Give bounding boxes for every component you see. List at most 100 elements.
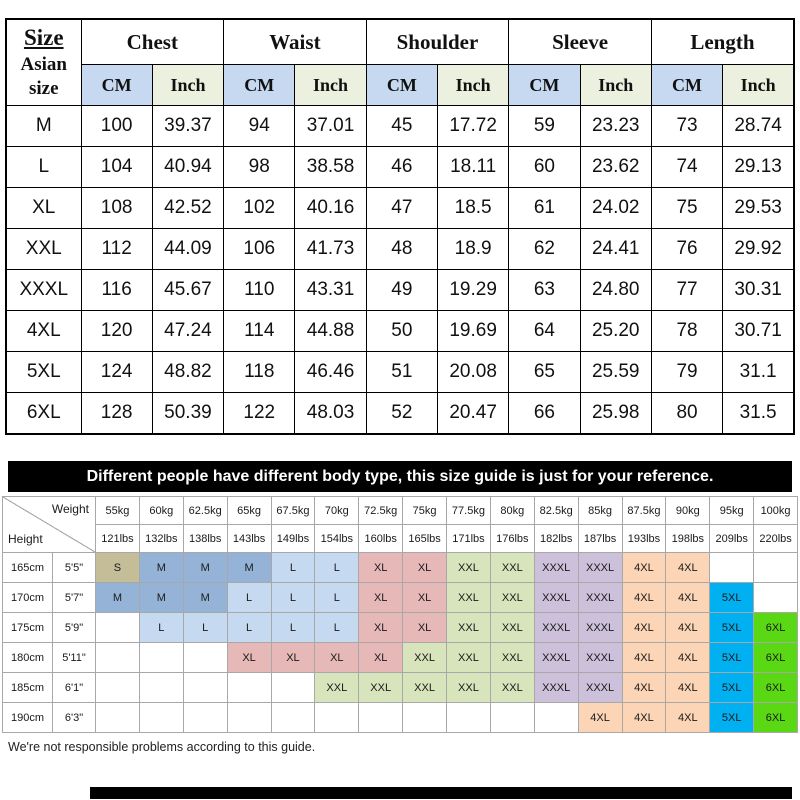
unit-header-inch: Inch [294,64,367,106]
weight-lbs-header: 193lbs [621,524,667,553]
fit-cell-empty [138,702,184,733]
size-value: 30.31 [722,269,795,311]
size-value: 76 [650,228,724,270]
fit-cell-empty [95,642,140,673]
weight-lbs-header: 154lbs [314,524,360,553]
responsibility-disclaimer: We're not responsible problems according… [8,740,316,754]
size-value: 40.94 [151,146,225,188]
size-value: 25.59 [579,351,652,393]
size-value: 18.5 [436,187,510,229]
fit-cell-4XL: 4XL [621,582,667,613]
size-table-unit-header-row: CM Inch CM Inch CM Inch CM Inch CM Inch [6,64,795,106]
size-label: XL [5,187,82,229]
weight-height-corner-cell: Weight Height [2,496,96,553]
size-value: 78 [650,310,724,352]
fit-cell-empty [489,702,535,733]
column-group-shoulder: Shoulder [365,18,510,65]
fit-cell-XXL: XXL [446,642,491,673]
fit-cell-L: L [270,552,316,583]
weight-kg-header: 60kg [138,496,184,525]
weight-kg-header: 70kg [314,496,360,525]
weight-kg-header-row: Weight Height 55kg 60kg 62.5kg 65kg 67.5kg 70… [2,496,798,553]
height-cm-label: 180cm [2,642,53,673]
column-group-waist: Waist [223,18,367,65]
size-value: 20.47 [436,392,510,435]
size-value: 52 [365,392,438,435]
fit-cell-L: L [270,612,316,643]
fit-cell-empty [95,612,140,643]
fit-cell-XXL: XXL [489,552,535,583]
weight-kg-header: 82.5kg [533,496,579,525]
fit-row-190cm: 190cm 6'3" 4XL 4XL 4XL 5XL 6XL [2,702,798,733]
size-value: 39.37 [151,105,225,147]
weight-kg-header: 65kg [226,496,272,525]
fit-cell-M: M [95,582,140,613]
fit-cell-L: L [314,612,360,643]
fit-row-170cm: 170cm 5'7" M M M L L L XL XL XXL XXL XXXL XXXL 4XL 4XL 5… [2,582,798,613]
size-value: 24.02 [579,187,652,229]
fit-cell-empty [138,672,184,703]
height-ft-label: 5'7" [52,582,96,613]
fit-cell-XXXL: XXXL [533,672,579,703]
fit-cell-L: L [226,612,272,643]
fit-cell-M: M [182,552,228,583]
size-value: 80 [650,392,724,435]
fit-cell-XXXL: XXXL [533,582,579,613]
fit-cell-empty [753,582,798,613]
fit-cell-L: L [226,582,272,613]
size-value: 47.24 [151,310,225,352]
unit-header-inch: Inch [436,64,510,106]
weight-lbs-header: 132lbs [138,524,184,553]
size-row-XL: XL 108 42.52 102 40.16 47 18.5 61 24.02 75 29.53 [5,187,795,229]
fit-cell-XL: XL [402,552,447,583]
size-value: 75 [650,187,724,229]
fit-cell-XXL: XXL [446,672,491,703]
fit-cell-XXL: XXL [489,612,535,643]
fit-cell-empty [95,702,140,733]
height-cm-label: 165cm [2,552,53,583]
fit-cell-M: M [226,552,272,583]
unit-header-cm: CM [223,64,296,106]
height-ft-label: 5'9" [52,612,96,643]
fit-cell-L: L [270,582,316,613]
size-value: 100 [80,105,153,147]
size-value: 128 [80,392,153,435]
fit-cell-empty [709,552,755,583]
fit-cell-5XL: 5XL [709,672,755,703]
fit-cell-XXXL: XXXL [577,612,623,643]
size-value: 48 [365,228,438,270]
size-value: 50.39 [151,392,225,435]
size-value: 42.52 [151,187,225,229]
fit-cell-4XL: 4XL [665,672,711,703]
size-value: 37.01 [294,105,367,147]
size-value: 63 [508,269,581,311]
fit-cell-XXL: XXL [358,672,404,703]
fit-cell-empty [402,702,447,733]
fit-cell-XXL: XXL [489,582,535,613]
size-value: 17.72 [436,105,510,147]
weight-kg-header: 90kg [665,496,711,525]
fit-cell-4XL: 4XL [665,552,711,583]
unit-header-inch: Inch [579,64,652,106]
size-value: 74 [650,146,724,188]
fit-cell-4XL: 4XL [665,582,711,613]
weight-lbs-header: 182lbs [533,524,579,553]
size-value: 23.62 [579,146,652,188]
fit-cell-5XL: 5XL [709,582,755,613]
size-value: 104 [80,146,153,188]
fit-cell-empty [182,642,228,673]
size-label: 6XL [5,392,82,435]
unit-header-cm: CM [650,64,724,106]
size-value: 114 [223,310,296,352]
weight-lbs-header: 198lbs [665,524,711,553]
weight-kg-header: 85kg [577,496,623,525]
weight-kg-header: 87.5kg [621,496,667,525]
fit-cell-XXXL: XXXL [533,552,579,583]
weight-lbs-header-row: 121lbs 132lbs 138lbs 143lbs 149lbs 154lbs 160l… [3,524,798,553]
size-label: 5XL [5,351,82,393]
fit-cell-XXL: XXL [446,612,491,643]
fit-row-175cm: 175cm 5'9" L L L L L XL XL XXL XXL XXXL XXXL 4XL 4XL 5X… [2,612,798,643]
size-row-4XL: 4XL 120 47.24 114 44.88 50 19.69 64 25.20 78 30.71 [5,310,795,352]
size-value: 18.11 [436,146,510,188]
size-value: 40.16 [294,187,367,229]
